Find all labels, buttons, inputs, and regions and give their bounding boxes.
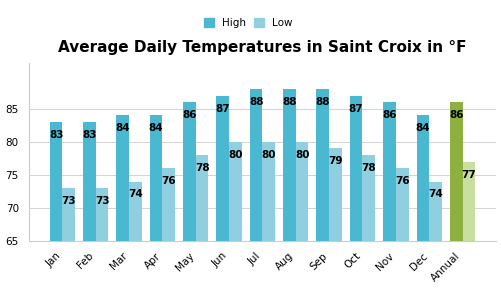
Text: 88: 88	[315, 97, 330, 107]
Text: 87: 87	[215, 103, 229, 114]
Text: 74: 74	[427, 189, 442, 199]
Text: 80: 80	[228, 150, 242, 160]
Bar	[329, 149, 341, 241]
Bar	[349, 96, 362, 241]
Text: 88: 88	[248, 97, 263, 107]
Text: 73: 73	[95, 196, 109, 206]
Bar	[249, 89, 262, 241]
Text: 88: 88	[282, 97, 296, 107]
Bar	[50, 122, 62, 241]
Bar	[395, 168, 408, 241]
Bar	[62, 188, 75, 241]
Bar	[96, 188, 108, 241]
Text: 83: 83	[49, 130, 63, 140]
Text: 84: 84	[415, 123, 429, 134]
Bar	[283, 89, 295, 241]
Bar	[382, 102, 395, 241]
Text: 84: 84	[115, 123, 130, 134]
Bar	[183, 102, 195, 241]
Bar	[116, 116, 129, 241]
Legend: High, Low: High, Low	[204, 18, 292, 28]
Text: 86: 86	[381, 110, 396, 120]
Text: 80: 80	[294, 150, 309, 160]
Bar	[428, 181, 441, 241]
Bar	[149, 116, 162, 241]
Text: 80: 80	[261, 150, 276, 160]
Text: 76: 76	[161, 176, 176, 186]
Title: Average Daily Temperatures in Saint Croix in °F: Average Daily Temperatures in Saint Croi…	[58, 40, 466, 55]
Text: 73: 73	[61, 196, 76, 206]
Bar	[83, 122, 96, 241]
Bar	[216, 96, 228, 241]
Text: 77: 77	[460, 170, 475, 180]
Text: 76: 76	[394, 176, 409, 186]
Text: 86: 86	[448, 110, 462, 120]
Text: 86: 86	[182, 110, 196, 120]
Text: 78: 78	[361, 163, 375, 173]
Text: 74: 74	[128, 189, 143, 199]
Bar	[449, 102, 461, 241]
Text: 78: 78	[194, 163, 209, 173]
Text: 87: 87	[348, 103, 363, 114]
Bar	[195, 155, 208, 241]
Text: 79: 79	[328, 156, 342, 166]
Bar	[416, 116, 428, 241]
Bar	[228, 142, 241, 241]
Bar	[362, 155, 374, 241]
Bar	[262, 142, 275, 241]
Bar	[461, 162, 474, 241]
Bar	[295, 142, 308, 241]
Bar	[162, 168, 175, 241]
Bar	[129, 181, 141, 241]
Text: 84: 84	[148, 123, 163, 134]
Text: 83: 83	[82, 130, 97, 140]
Bar	[316, 89, 329, 241]
